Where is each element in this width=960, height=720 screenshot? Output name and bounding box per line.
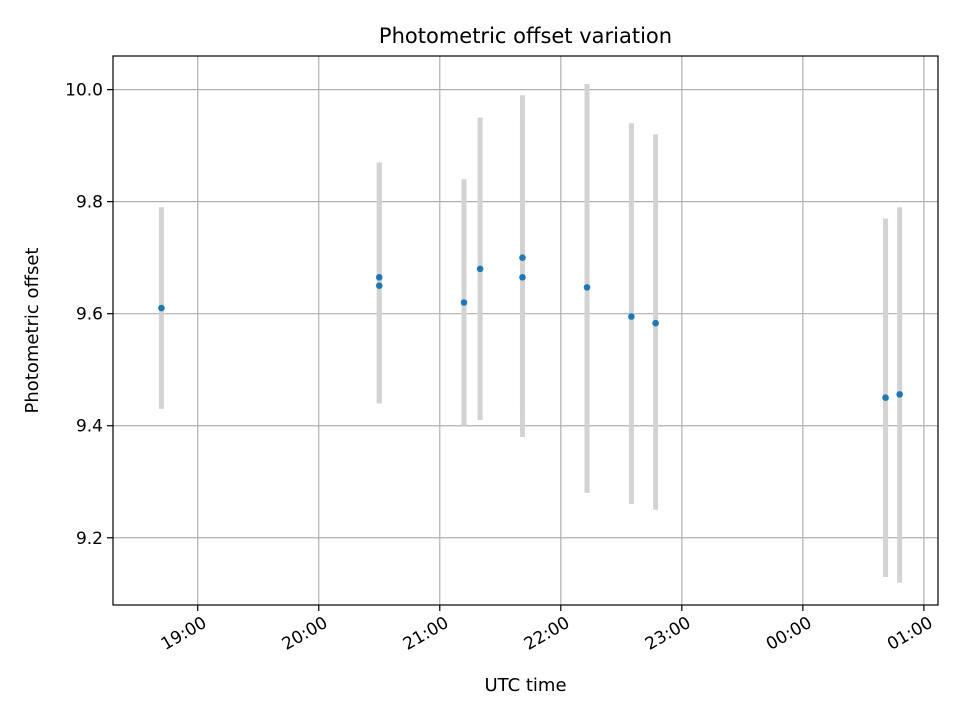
data-point	[375, 282, 383, 289]
data-point	[519, 273, 526, 281]
data-point	[158, 304, 165, 312]
y-tick-label: 9.2	[76, 529, 103, 549]
data-point	[652, 319, 659, 327]
data-point	[896, 391, 903, 398]
data-point	[460, 299, 468, 306]
plot-frame	[112, 55, 939, 606]
data-point	[628, 313, 635, 320]
data-point	[476, 265, 484, 273]
y-tick-label: 10.0	[65, 81, 103, 101]
x-axis-title: UTC time	[484, 675, 566, 696]
data-point	[519, 254, 526, 261]
data-point	[882, 394, 889, 402]
y-tick-label: 9.4	[76, 417, 103, 437]
y-axis-ticks: 9.2 9.4 9.6 9.8 10.0	[65, 81, 113, 549]
y-axis-title: Photometric offset	[22, 248, 43, 414]
data-points	[158, 254, 903, 402]
chart-title: Photometric offset variation	[379, 24, 672, 48]
y-tick-label: 9.6	[76, 305, 103, 325]
grid	[113, 56, 938, 605]
y-tick-label: 9.8	[76, 193, 103, 213]
data-point	[375, 273, 383, 281]
data-point	[583, 284, 591, 291]
